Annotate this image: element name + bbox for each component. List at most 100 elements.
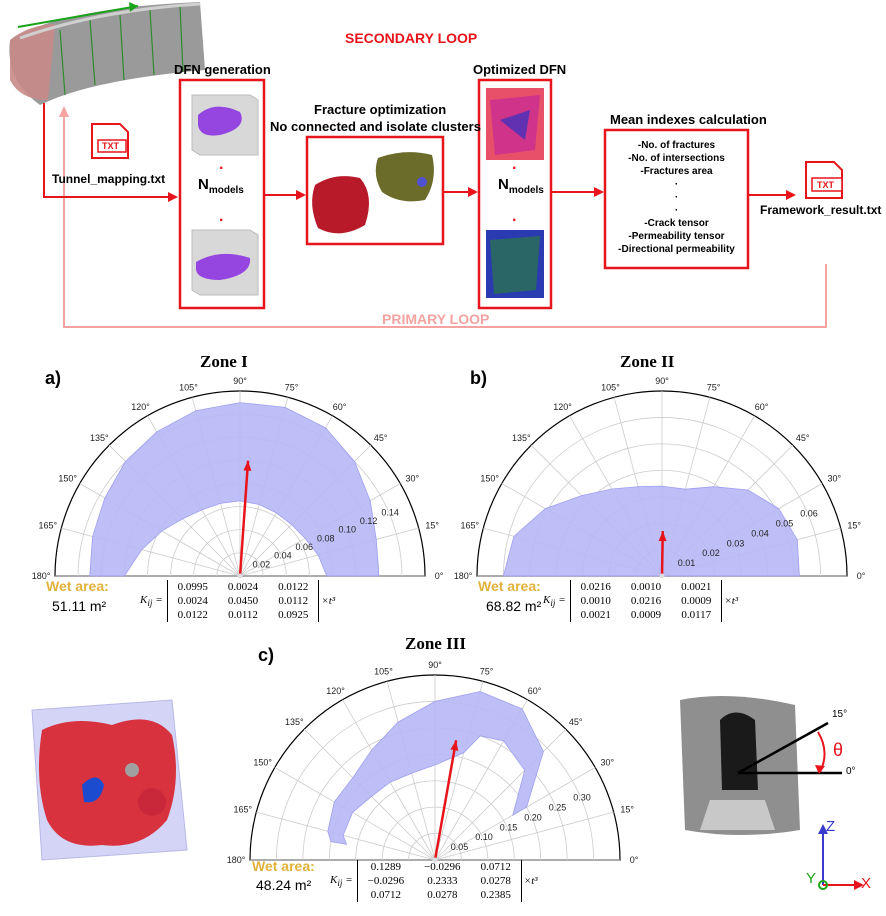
angle-label: 150° <box>480 474 499 484</box>
radial-tick-label: 0.06 <box>800 509 818 519</box>
result-txt-icon <box>805 161 843 199</box>
angle-label: 90° <box>428 660 442 670</box>
angle-label: 75° <box>285 383 299 393</box>
index-item: -No. of intersections <box>628 153 725 164</box>
angle-label: 150° <box>253 758 272 768</box>
permeability-arrow <box>433 740 458 861</box>
radial-tick-label: 0.10 <box>338 525 356 535</box>
angle-label: 0° <box>630 855 639 865</box>
radial-tick-label: 0.05 <box>451 842 469 852</box>
grid-spoke <box>256 811 436 861</box>
radial-tick-label: 0.25 <box>549 802 567 812</box>
index-item: -Crack tensor <box>644 218 709 229</box>
angle-label: 30° <box>406 474 420 484</box>
angle-label: 15° <box>847 521 861 531</box>
angle-label: 180° <box>227 855 246 865</box>
angle-label: 60° <box>333 402 347 412</box>
tunnel-txt-icon <box>91 123 129 159</box>
angle-label: 180° <box>454 571 473 581</box>
arrow-head <box>450 740 459 751</box>
result-txt-text: TXT <box>817 180 834 190</box>
arrow-head <box>658 531 667 542</box>
angle-label: 60° <box>528 686 542 696</box>
radial-tick-label: 0.02 <box>702 548 720 558</box>
secondary-loop-label: SECONDARY LOOP <box>345 30 478 46</box>
fracture-3d-model-image <box>31 699 188 861</box>
permeability-band <box>89 402 380 577</box>
workflow-diagram <box>9 2 843 328</box>
primary-loop-label: PRIMARY LOOP <box>382 311 490 327</box>
angle-label: 120° <box>326 686 345 696</box>
polar-chart-zone-2: 0° 15° 30° 45° 60° 75° 90° 105° 120° 135° 150° 165°… <box>454 376 866 581</box>
panel-letter-a: a) <box>45 368 62 388</box>
dfn-cube-bottom <box>191 229 259 296</box>
mean-indexes-box <box>603 128 750 270</box>
angle-label: 165° <box>38 521 57 531</box>
angle-label: 105° <box>601 383 620 393</box>
arrow-head <box>243 460 252 471</box>
angle-label: 90° <box>655 376 669 386</box>
radial-tick-label: 0.06 <box>296 542 314 552</box>
wet-area-value-b: 68.82 m² <box>486 598 542 614</box>
axis-y-label: Y <box>806 870 817 887</box>
optimized-cube-top <box>486 88 544 160</box>
polar-center <box>432 857 438 863</box>
angle-label: 165° <box>233 805 252 815</box>
angle-label: 180° <box>32 571 51 581</box>
angle-label: 15° <box>620 805 634 815</box>
radial-tick-label: 0.12 <box>360 516 378 526</box>
angle-label: 90° <box>233 376 247 386</box>
angle-label: 30° <box>601 758 615 768</box>
mean-indexes-list: -No. of fractures -No. of intersections … <box>607 139 746 256</box>
axis-z-label: Z <box>826 818 836 835</box>
radial-tick-label: 0.08 <box>317 533 335 543</box>
mean-indexes-label: Mean indexes calculation <box>610 112 767 127</box>
grid-spoke <box>434 728 567 861</box>
angle-label: 45° <box>569 717 583 727</box>
dots-left-1: · <box>219 160 225 177</box>
optimized-dfn-label: Optimized DFN <box>473 62 567 77</box>
radial-tick-label: 0.04 <box>751 528 769 538</box>
k-matrix-c: Kij = 0.1289 −0.0296 0.0712 −0.0296 0.2333 0… <box>330 860 538 902</box>
k-matrix-b: Kij = 0.0216 0.0010 0.0021 0.0010 0.0216 0.0… <box>543 580 739 622</box>
index-item: -Directional permeability <box>618 244 735 255</box>
fracture-red-cluster <box>312 176 369 234</box>
angle-label: 75° <box>707 383 721 393</box>
angle-label: 60° <box>755 402 769 412</box>
tunnel-scan-image <box>9 2 205 105</box>
grid-spoke <box>274 767 436 861</box>
theta-label: θ <box>833 740 844 760</box>
radial-tick-label: 0.30 <box>573 793 591 803</box>
permeability-band <box>502 485 800 577</box>
angle-label: 45° <box>374 433 388 443</box>
wet-area-label-b: Wet area: <box>478 578 541 594</box>
polar-chart-zone-3: 0° 15° 30° 45° 60° 75° 90° 105° 120° 135° 150° 165°… <box>227 660 639 865</box>
angle-label: 135° <box>90 433 109 443</box>
dots-right-2: · <box>512 212 518 229</box>
angle-label: 30° <box>828 474 842 484</box>
angle-label: 45° <box>796 433 810 443</box>
angle-label: 135° <box>512 433 531 443</box>
green-arrow <box>17 2 139 28</box>
angle-label: 120° <box>131 402 150 412</box>
polar-chart-zone-1: 0° 15° 30° 45° 60° 75° 90° 105° 120° 135° 150° 165°… <box>32 376 444 581</box>
axis-x-label: X <box>861 875 872 892</box>
tunnel-15-label: 15° <box>832 709 848 720</box>
angle-label: 135° <box>285 717 304 727</box>
radial-tick-label: 0.05 <box>776 518 794 528</box>
grid-spoke <box>61 527 241 577</box>
dfn-cube-top <box>191 94 259 156</box>
index-item: · <box>674 205 679 216</box>
k-matrix-a: Kij = 0.0995 0.0024 0.0122 0.0024 0.0450 0.0… <box>140 580 336 622</box>
index-item: · <box>674 179 679 190</box>
angle-label: 105° <box>179 383 198 393</box>
dfn-generation-label: DFN generation <box>174 62 271 77</box>
wet-area-label-c: Wet area: <box>252 858 315 874</box>
dots-right-1: · <box>512 160 518 177</box>
angle-label: 0° <box>857 571 866 581</box>
permeability-arrow <box>238 460 250 577</box>
index-item: · <box>674 192 679 203</box>
tunnel-photo-image <box>680 696 842 835</box>
optimized-cube-bottom <box>486 230 544 298</box>
zone-title-c: Zone III <box>405 634 466 653</box>
